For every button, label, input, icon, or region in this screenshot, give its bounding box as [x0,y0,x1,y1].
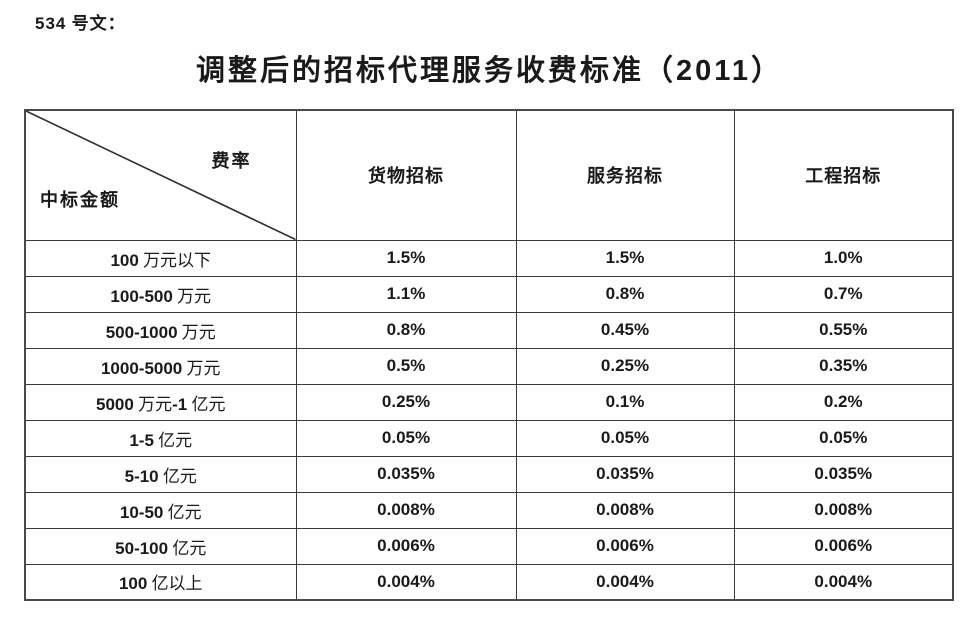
corner-cell: 费率 中标金额 [24,109,297,241]
fee-cell: 0.05% [295,419,517,457]
fee-cell: 0.008% [733,491,954,529]
row-label-cell: 500-1000 万元 [24,311,297,349]
row-label-cell: 100 万元以下 [24,239,297,277]
fee-cell: 0.006% [295,527,517,565]
fee-cell: 1.0% [733,239,954,277]
fee-cell: 0.1% [515,383,735,421]
row-label-cell: 1-5 亿元 [24,419,297,457]
fee-cell: 0.006% [515,527,735,565]
table-row: 5000 万元-1 亿元 0.25% 0.1% 0.2% [24,383,954,421]
diagonal-divider [26,111,296,240]
table-row: 1-5 亿元 0.05% 0.05% 0.05% [24,419,954,457]
column-header-services: 服务招标 [515,109,735,241]
fee-cell: 1.5% [295,239,517,277]
fee-cell: 0.035% [733,455,954,493]
page-title: 调整后的招标代理服务收费标准（2011） [196,55,783,87]
table-row: 1000-5000 万元 0.5% 0.25% 0.35% [24,347,954,385]
fee-cell: 0.05% [733,419,954,457]
fee-cell: 0.035% [515,455,735,493]
fee-cell: 0.25% [515,347,735,385]
row-label-cell: 5-10 亿元 [24,455,297,493]
column-header-goods: 货物招标 [295,109,517,241]
table-row: 10-50 亿元 0.008% 0.008% 0.008% [24,491,954,529]
fee-cell: 0.035% [295,455,517,493]
table-row: 5-10 亿元 0.035% 0.035% 0.035% [24,455,954,493]
table-row: 100 万元以下 1.5% 1.5% 1.0% [24,239,954,277]
fee-cell: 0.2% [733,383,954,421]
doc-number-label: 534 号文： [35,14,126,33]
fee-cell: 0.8% [295,311,517,349]
fee-cell: 1.1% [295,275,517,313]
fee-cell: 0.006% [733,527,954,565]
table-row: 500-1000 万元 0.8% 0.45% 0.55% [24,311,954,349]
fee-cell: 0.5% [295,347,517,385]
header-row: 费率 中标金额 货物招标 服务招标 工程招标 [24,109,954,241]
table-row: 100 亿以上 0.004% 0.004% 0.004% [24,563,954,601]
row-label-cell: 5000 万元-1 亿元 [24,383,297,421]
fee-cell: 0.25% [295,383,517,421]
corner-label-fee-rate: 费率 [211,151,252,171]
fee-cell: 0.008% [295,491,517,529]
table-row: 50-100 亿元 0.006% 0.006% 0.006% [24,527,954,565]
fee-cell: 1.5% [515,239,735,277]
fee-cell: 0.35% [733,347,954,385]
fee-cell: 0.008% [515,491,735,529]
fee-cell: 0.05% [515,419,735,457]
row-label-cell: 100-500 万元 [24,275,297,313]
column-header-works: 工程招标 [733,109,954,241]
fee-rate-table: 费率 中标金额 货物招标 服务招标 工程招标 100 万元以下 1.5% 1.5… [24,109,954,601]
row-label-cell: 10-50 亿元 [24,491,297,529]
fee-cell: 0.55% [733,311,954,349]
fee-cell: 0.45% [515,311,735,349]
fee-cell: 0.8% [515,275,735,313]
corner-label-bid-amount: 中标金额 [40,189,120,210]
row-label-cell: 100 亿以上 [24,563,297,601]
row-label-cell: 50-100 亿元 [24,527,297,565]
fee-cell: 0.7% [733,275,954,313]
table-row: 100-500 万元 1.1% 0.8% 0.7% [24,275,954,313]
fee-cell: 0.004% [515,563,735,601]
row-label-cell: 1000-5000 万元 [24,347,297,385]
fee-cell: 0.004% [733,563,954,601]
fee-cell: 0.004% [295,563,517,601]
